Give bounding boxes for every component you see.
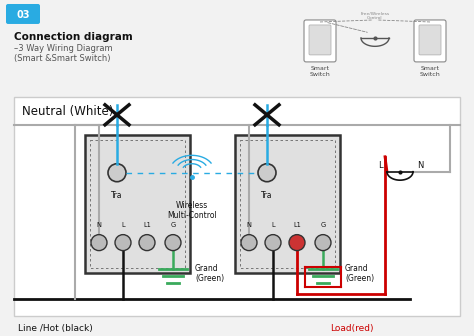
Circle shape xyxy=(139,235,155,251)
Text: –3 Way Wiring Diagram: –3 Way Wiring Diagram xyxy=(14,44,113,53)
Text: L: L xyxy=(121,222,125,228)
FancyBboxPatch shape xyxy=(414,20,446,62)
Text: Load(red): Load(red) xyxy=(330,325,374,334)
Circle shape xyxy=(289,235,305,251)
Text: Neutral (White): Neutral (White) xyxy=(22,105,113,118)
Circle shape xyxy=(108,164,126,182)
Circle shape xyxy=(241,235,257,251)
FancyBboxPatch shape xyxy=(6,4,40,24)
FancyBboxPatch shape xyxy=(419,25,441,55)
Circle shape xyxy=(265,235,281,251)
Text: L1: L1 xyxy=(293,222,301,228)
Bar xyxy=(90,140,185,267)
Circle shape xyxy=(165,235,181,251)
Text: Grand
(Green): Grand (Green) xyxy=(195,264,224,283)
Circle shape xyxy=(91,235,107,251)
Circle shape xyxy=(315,235,331,251)
Text: Smart
Switch: Smart Switch xyxy=(419,66,440,77)
Text: N: N xyxy=(417,161,423,170)
Text: L1: L1 xyxy=(143,222,151,228)
Text: N: N xyxy=(97,222,101,228)
Text: Grand
(Green): Grand (Green) xyxy=(345,264,374,283)
Text: N: N xyxy=(246,222,251,228)
Bar xyxy=(235,135,340,272)
Text: Tra: Tra xyxy=(111,191,123,200)
Circle shape xyxy=(115,235,131,251)
Text: Smart
Switch: Smart Switch xyxy=(310,66,330,77)
Text: L: L xyxy=(271,222,275,228)
Text: G: G xyxy=(171,222,175,228)
Text: 03: 03 xyxy=(16,10,30,20)
Bar xyxy=(85,135,190,272)
Text: L: L xyxy=(378,161,383,170)
FancyBboxPatch shape xyxy=(309,25,331,55)
Bar xyxy=(240,140,335,267)
Text: Free/Wireless
Control: Free/Wireless Control xyxy=(360,12,390,20)
Text: Wireless
Multi-Control: Wireless Multi-Control xyxy=(167,201,217,220)
Text: Connection diagram: Connection diagram xyxy=(14,32,133,42)
Text: (Smart &Smart Switch): (Smart &Smart Switch) xyxy=(14,54,110,63)
Bar xyxy=(14,97,460,317)
Text: G: G xyxy=(320,222,326,228)
Text: Line /Hot (black): Line /Hot (black) xyxy=(18,325,93,334)
Text: Tra: Tra xyxy=(261,191,273,200)
Circle shape xyxy=(258,164,276,182)
FancyBboxPatch shape xyxy=(304,20,336,62)
